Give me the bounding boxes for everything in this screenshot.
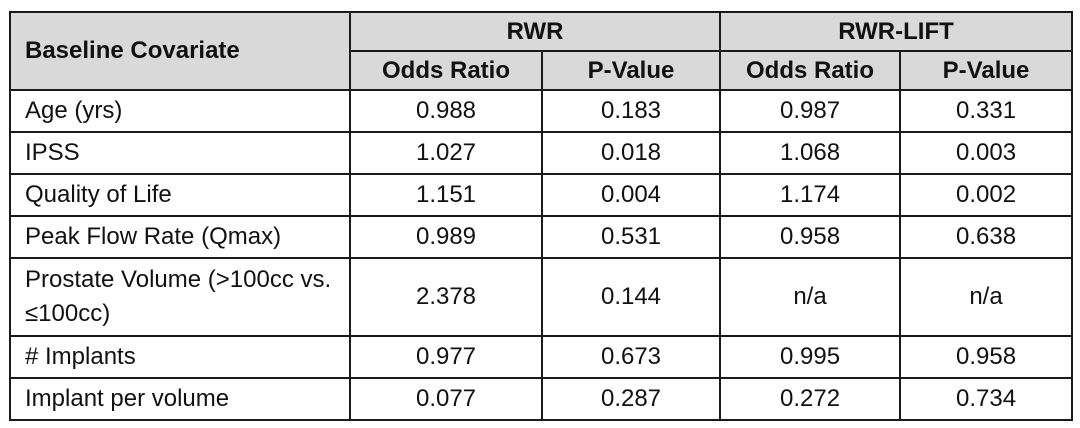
rwr-lift-p-value-cell: 0.958 <box>899 335 1074 379</box>
rwr-p-value-cell: 0.183 <box>540 89 722 133</box>
rwr-odds-ratio-cell: 1.151 <box>349 173 543 217</box>
covariate-table: Baseline Covariate RWR RWR-LIFT Odds Rat… <box>9 11 1074 421</box>
covariate-label: Implant per volume <box>9 377 351 421</box>
rwr-p-value-cell: 0.673 <box>540 335 722 379</box>
rwr-lift-odds-ratio-cell: 0.987 <box>719 89 902 133</box>
column-header-rwr-lift-odds-ratio: Odds Ratio <box>719 50 902 91</box>
rwr-odds-ratio-cell: 0.077 <box>349 377 543 421</box>
covariate-label: Quality of Life <box>9 173 351 217</box>
rwr-lift-p-value-cell: 0.638 <box>899 215 1074 259</box>
rwr-p-value-cell: 0.287 <box>540 377 722 421</box>
column-header-rwr-p-value: P-Value <box>540 50 722 91</box>
rwr-lift-p-value-cell: 0.734 <box>899 377 1074 421</box>
covariate-label: # Implants <box>9 335 351 379</box>
rwr-lift-p-value-cell: n/a <box>899 257 1074 337</box>
group-header-rwr-lift: RWR-LIFT <box>719 11 1074 52</box>
rwr-lift-odds-ratio-cell: 1.068 <box>719 131 902 175</box>
table-row: # Implants 0.977 0.673 0.995 0.958 <box>9 335 1074 379</box>
table-row: Quality of Life 1.151 0.004 1.174 0.002 <box>9 173 1074 217</box>
rwr-lift-odds-ratio-cell: 0.995 <box>719 335 902 379</box>
header-row-groups: Baseline Covariate RWR RWR-LIFT <box>9 11 1074 91</box>
rwr-odds-ratio-cell: 1.027 <box>349 131 543 175</box>
baseline-covariate-header: Baseline Covariate <box>9 11 351 91</box>
table-header: Baseline Covariate RWR RWR-LIFT Odds Rat… <box>9 11 1074 91</box>
rwr-lift-p-value-cell: 0.003 <box>899 131 1074 175</box>
rwr-p-value-cell: 0.018 <box>540 131 722 175</box>
rwr-p-value-cell: 0.144 <box>540 257 722 337</box>
rwr-p-value-cell: 0.531 <box>540 215 722 259</box>
covariate-label: IPSS <box>9 131 351 175</box>
rwr-lift-odds-ratio-cell: n/a <box>719 257 902 337</box>
table-body: Age (yrs) 0.988 0.183 0.987 0.331 IPSS 1… <box>9 89 1074 421</box>
rwr-lift-p-value-cell: 0.002 <box>899 173 1074 217</box>
column-header-rwr-lift-p-value: P-Value <box>899 50 1074 91</box>
column-header-rwr-odds-ratio: Odds Ratio <box>349 50 543 91</box>
table-row: Prostate Volume (>100cc vs. ≤100cc) 2.37… <box>9 257 1074 337</box>
covariate-label: Prostate Volume (>100cc vs. ≤100cc) <box>9 257 351 337</box>
group-header-rwr: RWR <box>348 11 722 52</box>
table-row: Peak Flow Rate (Qmax) 0.989 0.531 0.958 … <box>9 215 1074 259</box>
rwr-odds-ratio-cell: 0.977 <box>349 335 543 379</box>
header-row-columns: Odds Ratio P-Value Odds Ratio P-Value <box>10 50 1074 91</box>
rwr-lift-odds-ratio-cell: 0.272 <box>719 377 902 421</box>
table-row: Implant per volume 0.077 0.287 0.272 0.7… <box>9 377 1074 421</box>
rwr-odds-ratio-cell: 2.378 <box>349 257 543 337</box>
rwr-p-value-cell: 0.004 <box>540 173 722 217</box>
table-row: Age (yrs) 0.988 0.183 0.987 0.331 <box>9 89 1074 133</box>
covariate-table-container: Baseline Covariate RWR RWR-LIFT Odds Rat… <box>9 11 1074 421</box>
table-row: IPSS 1.027 0.018 1.068 0.003 <box>9 131 1074 175</box>
rwr-lift-odds-ratio-cell: 1.174 <box>719 173 902 217</box>
rwr-lift-p-value-cell: 0.331 <box>899 89 1074 133</box>
covariate-label: Peak Flow Rate (Qmax) <box>9 215 351 259</box>
rwr-odds-ratio-cell: 0.989 <box>349 215 543 259</box>
rwr-odds-ratio-cell: 0.988 <box>349 89 543 133</box>
rwr-lift-odds-ratio-cell: 0.958 <box>719 215 902 259</box>
covariate-label: Age (yrs) <box>9 89 351 133</box>
